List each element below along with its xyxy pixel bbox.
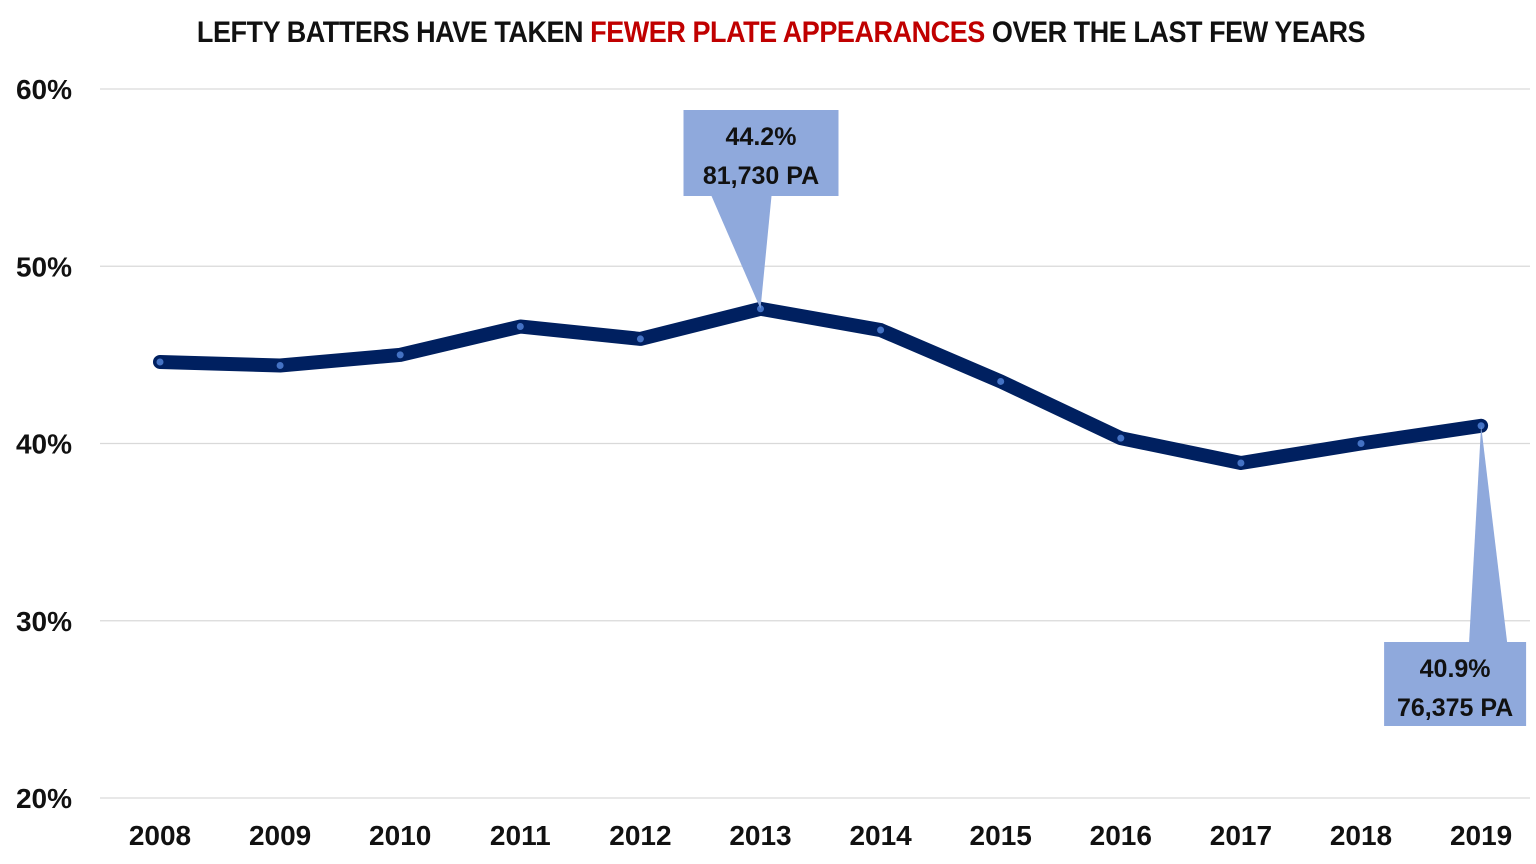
y-tick-label-40: 40% [16, 429, 72, 460]
chart-title: LEFTY BATTERS HAVE TAKEN FEWER PLATE APP… [78, 16, 1484, 50]
data-point-2014 [877, 326, 885, 334]
x-tick-label-2016: 2016 [1090, 820, 1152, 851]
data-points [156, 305, 1485, 467]
data-point-2008 [156, 358, 164, 366]
title-part-1: LEFTY BATTERS HAVE TAKEN [196, 16, 584, 49]
data-point-2017 [1237, 459, 1245, 467]
x-tick-label-2009: 2009 [249, 820, 311, 851]
data-point-2011 [516, 323, 524, 331]
x-tick-label-2014: 2014 [849, 820, 912, 851]
y-axis-ticks: 20% 30% 40% 50% 60% [16, 74, 72, 814]
data-point-2016 [1117, 434, 1125, 442]
title-part-2: OVER THE LAST FEW YEARS [991, 16, 1366, 49]
title-highlight: FEWER PLATE APPEARANCES [590, 16, 985, 49]
x-axis-ticks: 2008 2009 2010 2011 2012 2013 2014 2015 2016 2017… [129, 820, 1512, 851]
series-line-0 [153, 301, 1489, 470]
data-point-2010 [396, 351, 404, 359]
gridlines [100, 88, 1530, 799]
callout-line1-2019: 40.9% [1420, 655, 1491, 683]
data-point-2009 [276, 362, 284, 370]
x-tick-label-2017: 2017 [1210, 820, 1272, 851]
callout-pointer-2019 [1469, 425, 1508, 642]
callout-box-2013 [683, 110, 839, 196]
y-tick-label-30: 30% [16, 606, 72, 637]
x-tick-label-2012: 2012 [609, 820, 671, 851]
x-tick-label-2019: 2019 [1450, 820, 1512, 851]
y-tick-label-60: 60% [16, 74, 72, 105]
y-tick-label-50: 50% [16, 251, 72, 282]
x-tick-label-2011: 2011 [490, 820, 551, 851]
x-tick-label-2010: 2010 [369, 820, 431, 851]
data-series [153, 301, 1489, 470]
callout-box-2019 [1384, 642, 1527, 726]
x-tick-label-2008: 2008 [129, 820, 191, 851]
callout-line1-2013: 44.2% [726, 123, 797, 151]
callout-line2-2019: 76,375 PA [1397, 694, 1513, 722]
data-point-2015 [997, 377, 1005, 385]
callout-2013: 44.2% 81,730 PA [683, 110, 839, 309]
y-tick-label-20: 20% [16, 783, 72, 814]
callout-2019: 40.9% 76,375 PA [1384, 425, 1527, 726]
x-tick-label-2013: 2013 [729, 820, 791, 851]
x-tick-label-2015: 2015 [970, 820, 1032, 851]
data-point-2018 [1357, 440, 1365, 447]
data-point-2012 [636, 335, 644, 343]
callouts: 44.2% 81,730 PA 40.9% 76,375 PA [683, 110, 1527, 726]
x-tick-label-2018: 2018 [1330, 820, 1392, 851]
callout-line2-2013: 81,730 PA [703, 162, 819, 190]
callout-pointer-2013 [711, 196, 772, 309]
